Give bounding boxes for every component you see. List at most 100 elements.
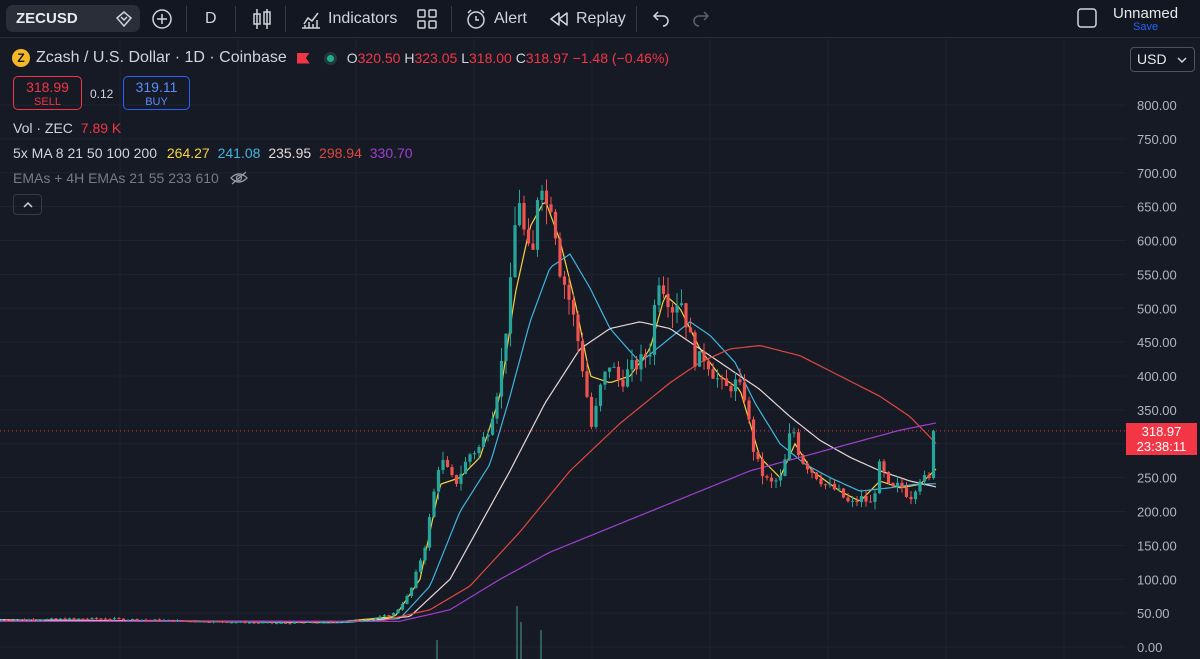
volume-bar [520,622,522,659]
last-price-tag: 318.97 23:38:11 [1126,423,1197,455]
candle-body [873,493,877,502]
sell-button[interactable]: 318.99 SELL [13,76,82,110]
ma-21-value: 241.08 [217,145,261,161]
price-axis-tick: 400.00 [1137,369,1177,384]
candle-body [810,469,814,473]
ema-legend[interactable]: EMAs + 4H EMAs 21 55 233 610 [13,170,249,186]
candle-body [171,619,175,622]
candle-body [454,475,459,484]
eye-hidden-icon[interactable] [229,170,249,186]
price-axis-tick: 450.00 [1137,335,1177,350]
candle-body [657,285,661,306]
interval-button[interactable]: D [205,0,217,38]
indicators-button[interactable]: Indicators [300,0,397,38]
candle-body [472,453,477,455]
symbol-search[interactable]: ZECUSD [6,5,140,32]
indicators-label: Indicators [328,10,398,27]
candle-body [603,371,607,385]
candle-body [459,473,463,484]
change-value: −1.48 (−0.46%) [572,50,670,66]
candle-body [670,307,675,313]
candle-body [423,547,427,561]
candle-body [819,478,823,485]
layout-name[interactable]: Unnamed [1113,5,1179,22]
currency-select[interactable]: USD [1130,47,1195,72]
price-axis-tick: 0.00 [1137,640,1162,655]
candle-body [526,229,531,244]
symbol-options-icon[interactable] [114,9,134,29]
candle-body [432,491,436,518]
toolbar-separator [186,6,187,32]
layout-checkbox-icon[interactable] [1076,7,1098,29]
candle-body [238,621,243,623]
candle-body [27,619,31,621]
candle-body [832,483,837,490]
candle-body [40,619,45,621]
flag-icon[interactable] [296,52,310,64]
replay-label: Replay [576,10,626,27]
bar-countdown: 23:38:11 [1136,439,1187,454]
candle-body [103,618,108,620]
candle-body [508,277,513,334]
candle-body [783,459,787,476]
market-open-icon [323,51,337,65]
indicators-icon [302,12,320,29]
candle-body [688,327,693,333]
buy-label: BUY [145,96,168,108]
candle-body [288,623,292,625]
templates-grid-icon[interactable] [416,8,438,30]
candle-body [333,622,337,624]
candle-body [31,619,36,621]
candle-body [904,487,909,497]
candle-body [49,618,54,620]
collapse-legend-button[interactable] [13,194,42,215]
replay-button[interactable]: Replay [548,0,626,38]
save-button[interactable]: Save [1133,21,1159,33]
volume-legend[interactable]: Vol · ZEC 7.89 K [13,120,121,136]
candle-body [706,361,711,370]
candle-body [441,459,445,470]
buy-price: 319.11 [135,79,178,95]
candle-body [274,623,279,625]
candles-chart-type-icon[interactable] [251,7,273,31]
candle-body [94,617,99,619]
chevron-up-icon [22,201,33,208]
price-chart[interactable]: 800.00 750.00 700.00 650.00 600.00 550.00 500.… [0,39,1200,659]
candle-body [634,360,639,370]
candle-body [229,622,234,624]
candle-body [202,621,207,623]
candle-body [337,621,342,623]
ma-label: 5x MA 8 21 50 100 200 [13,145,157,161]
compare-add-icon[interactable] [151,8,173,30]
price-axis-tick: 200.00 [1137,505,1177,520]
candle-body [693,332,697,367]
candle-body [369,619,373,621]
candle-body [675,305,679,313]
candle-body [652,305,657,355]
candle-body [805,463,810,470]
candle-body [387,615,391,617]
candle-body [900,482,904,488]
redo-icon[interactable] [691,8,711,28]
symbol-title[interactable]: Zcash / U.S. Dollar · 1D · Coinbase [36,49,287,66]
undo-icon[interactable] [651,8,671,28]
candle-body [175,620,180,622]
candle-body [841,488,846,498]
price-axis-tick: 800.00 [1137,98,1177,113]
candle-body [837,488,841,490]
candle-body [220,621,225,623]
ma-legend[interactable]: 5x MA 8 21 50 100 200 264.27 241.08 235.… [13,145,413,161]
ma-50-line [0,321,937,623]
sell-label: SELL [34,96,61,108]
candle-body [135,619,139,621]
candle-body [513,225,517,278]
chevron-down-icon [1177,57,1187,64]
candle-body [562,276,567,285]
candle-body [364,620,369,622]
buy-button[interactable]: 319.11 BUY [123,76,190,110]
candle-body [823,484,828,486]
alert-button[interactable]: Alert [465,0,527,38]
price-axis[interactable] [1126,39,1200,659]
candle-body [679,303,684,306]
low-label: L [461,50,469,66]
